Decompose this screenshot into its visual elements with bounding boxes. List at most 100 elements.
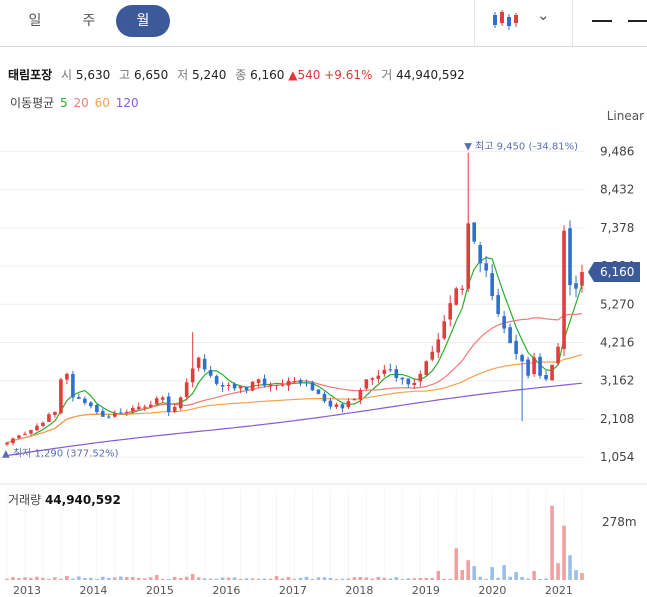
- volume-bar: [370, 578, 375, 580]
- volume-bar: [322, 577, 327, 580]
- candle: [538, 353, 542, 379]
- candle-body: [454, 288, 459, 305]
- volume-bar: [304, 576, 309, 580]
- tab-month[interactable]: 월: [116, 5, 170, 37]
- volume-label: 거래량 44,940,592: [8, 493, 121, 507]
- candle-body: [77, 397, 81, 399]
- candle-body: [382, 369, 387, 374]
- volume-bar: [568, 555, 572, 580]
- candle-body: [328, 400, 333, 407]
- candle: [532, 352, 536, 377]
- price-tick-label: 9,486: [600, 144, 634, 158]
- candle: [268, 382, 273, 392]
- candle: [11, 437, 15, 446]
- candle: [29, 429, 33, 436]
- year-tick-label: 2020: [478, 584, 506, 597]
- tab-week[interactable]: 주: [82, 13, 96, 29]
- year-tick-label: 2021: [545, 584, 573, 597]
- toolbar-divider: [474, 0, 475, 46]
- candle-body: [364, 379, 369, 389]
- candle-body: [466, 223, 470, 289]
- year-tick-label: 2016: [212, 584, 240, 597]
- candle-body: [394, 369, 399, 378]
- ma120-legend: 120: [115, 96, 139, 110]
- volume-bar: [280, 578, 285, 580]
- volume-bar: [508, 576, 512, 580]
- moving-average-legend: 이동평균 5 20 60 120: [8, 94, 139, 111]
- candle-body: [334, 404, 339, 407]
- candle: [310, 380, 315, 392]
- candle-body: [562, 230, 566, 349]
- candle-body: [286, 380, 291, 386]
- candle: [388, 363, 393, 373]
- candle-body: [304, 382, 309, 384]
- candle-body: [358, 389, 363, 400]
- volume-bar: [502, 565, 506, 580]
- price-tick-label: 3,162: [600, 374, 634, 388]
- candle-body: [520, 355, 524, 362]
- candle-body: [190, 368, 195, 383]
- candle: [136, 402, 141, 410]
- volume-bar: [424, 577, 429, 580]
- candle: [526, 356, 530, 379]
- year-tick-label: 2014: [79, 584, 107, 597]
- candle-body: [568, 228, 572, 286]
- volume-bar: [526, 578, 530, 580]
- candle: [286, 377, 291, 391]
- minus-icon[interactable]: [592, 20, 612, 22]
- volume-bar: [352, 577, 357, 580]
- candle: [214, 374, 219, 386]
- minus-icon[interactable]: [628, 20, 647, 22]
- candle-body: [448, 303, 453, 320]
- ma5-line: [6, 256, 583, 444]
- candle: [148, 400, 153, 409]
- scale-type-label[interactable]: Linear: [606, 109, 644, 123]
- chart-type-candle-icon[interactable]: [492, 9, 520, 31]
- stock-name: 태림포장: [8, 68, 53, 82]
- candle: [520, 353, 524, 422]
- candle-body: [208, 370, 213, 376]
- candle-body: [526, 359, 530, 376]
- candle: [394, 365, 399, 382]
- candle-body: [370, 378, 375, 380]
- candle-body: [580, 272, 584, 286]
- candle: [184, 378, 189, 401]
- candle: [208, 365, 213, 378]
- chevron-down-icon[interactable]: ⌄: [537, 6, 550, 24]
- candle: [406, 378, 411, 388]
- candle: [274, 384, 279, 391]
- volume-bar: [274, 576, 279, 580]
- candle-body: [502, 316, 506, 329]
- candle: [424, 360, 429, 377]
- candle: [232, 382, 237, 391]
- candle: [5, 441, 9, 447]
- candle: [460, 285, 465, 295]
- low-value: 5,240: [192, 68, 227, 82]
- candle: [262, 374, 267, 388]
- candle: [154, 396, 159, 406]
- candle-body: [202, 358, 207, 370]
- candle-body: [53, 411, 57, 415]
- candle: [484, 255, 488, 277]
- volume-bar: [358, 576, 363, 580]
- volume-bar: [376, 577, 381, 580]
- candle: [172, 403, 177, 414]
- candle: [346, 398, 351, 409]
- volume-bar: [5, 578, 9, 580]
- volume-bar: [250, 578, 255, 580]
- candle: [142, 404, 147, 411]
- candle-body: [101, 410, 105, 417]
- tab-day[interactable]: 일: [28, 13, 42, 29]
- volume-bar: [142, 578, 147, 580]
- candle-body: [268, 384, 273, 387]
- volume-bar: [71, 578, 75, 580]
- volume-bar: [466, 560, 470, 580]
- candle: [322, 391, 327, 403]
- price-chart[interactable]: 9,4868,4327,3786,3245,2704,2163,1622,108…: [0, 120, 647, 597]
- candle: [65, 372, 69, 385]
- volume-bar: [556, 563, 560, 580]
- volume-bar: [256, 578, 261, 580]
- candle-body: [232, 384, 237, 389]
- candle: [442, 315, 447, 341]
- candle-body: [430, 351, 435, 360]
